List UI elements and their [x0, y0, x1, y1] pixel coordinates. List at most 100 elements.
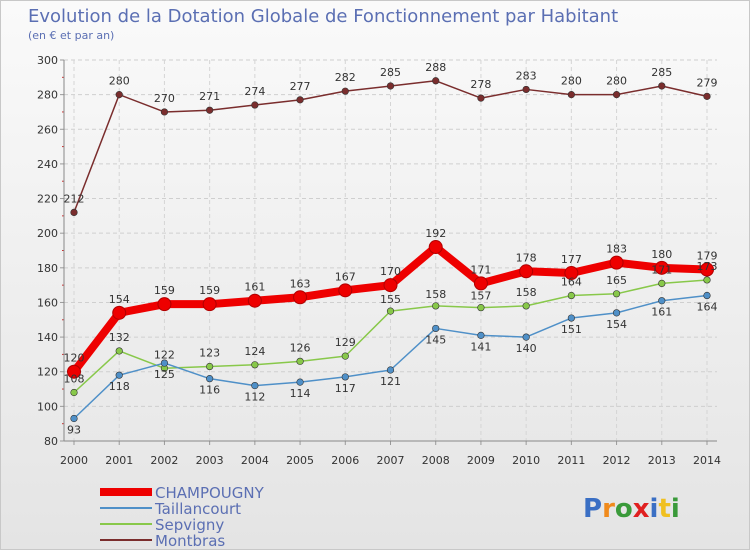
chart-subtitle: (en € et par an) — [28, 29, 114, 42]
data-point-montbras — [612, 91, 621, 99]
data-point-sepvigny — [296, 357, 304, 365]
data-label-champougny: 159 — [199, 284, 220, 297]
data-point-montbras — [477, 94, 485, 102]
data-point-taillancourt — [567, 314, 575, 322]
data-point-sepvigny — [341, 352, 349, 360]
data-label-champougny: 167 — [335, 270, 356, 283]
data-label-sepvigny: 173 — [697, 260, 718, 273]
y-tick-label: 80 — [44, 435, 58, 448]
data-label-montbras: 285 — [651, 66, 672, 79]
legend: CHAMPOUGNY Taillancourt Sepvigny Montbra… — [100, 484, 265, 550]
brand-letter: r — [602, 494, 615, 524]
x-tick-label: 2001 — [105, 454, 133, 467]
data-label-sepvigny: 132 — [109, 331, 130, 344]
data-point-montbras — [160, 108, 169, 116]
series-layer — [67, 77, 714, 423]
data-label-montbras: 277 — [290, 80, 311, 93]
data-point-champougny — [67, 364, 81, 379]
data-point-sepvigny — [658, 279, 666, 288]
data-point-champougny — [609, 255, 624, 270]
y-tick-label: 240 — [37, 158, 58, 171]
data-label-sepvigny: 129 — [335, 336, 356, 349]
data-label-champougny: 170 — [380, 265, 401, 278]
y-tick-label: 220 — [37, 193, 58, 206]
data-point-taillancourt — [612, 309, 621, 317]
data-point-champougny — [247, 293, 262, 308]
data-point-montbras — [386, 82, 395, 90]
data-label-champougny: 192 — [425, 227, 446, 240]
data-point-champougny — [293, 290, 308, 305]
data-label-layer: 212 280 270 271 274 277 282 285 288 278 283 280 280 2… — [64, 61, 718, 437]
data-label-taillancourt: 151 — [561, 323, 582, 336]
data-label-champougny: 183 — [606, 243, 627, 256]
legend-label-montbras: Montbras — [155, 532, 225, 550]
data-point-taillancourt — [341, 373, 349, 381]
data-point-sepvigny — [70, 388, 78, 397]
data-label-montbras: 270 — [154, 92, 175, 105]
data-label-montbras: 271 — [199, 90, 220, 103]
data-label-montbras: 278 — [470, 78, 491, 91]
data-point-montbras — [296, 96, 304, 104]
x-tick-label: 2010 — [512, 454, 540, 467]
data-point-montbras — [658, 82, 666, 90]
data-label-sepvigny: 122 — [154, 348, 175, 361]
y-tick-label: 200 — [37, 227, 58, 240]
data-label-montbras: 285 — [380, 66, 401, 79]
y-tick-label: 300 — [37, 54, 58, 67]
x-tick-label: 2005 — [286, 454, 314, 467]
data-point-sepvigny — [206, 362, 214, 371]
x-tick-label: 2006 — [331, 454, 359, 467]
data-point-taillancourt — [160, 359, 169, 367]
brand-letter: i — [650, 494, 659, 524]
data-label-champougny: 120 — [64, 352, 85, 365]
data-label-montbras: 283 — [516, 69, 537, 82]
brand-letter: P — [583, 494, 602, 524]
data-label-taillancourt: 114 — [290, 387, 311, 400]
legend-label-sepvigny: Sepvigny — [155, 516, 224, 534]
data-label-montbras: 282 — [335, 71, 356, 84]
data-point-champougny — [700, 262, 714, 277]
legend-label-taillancourt: Taillancourt — [154, 500, 241, 518]
data-label-champougny: 178 — [516, 251, 537, 264]
data-label-taillancourt: 118 — [109, 380, 130, 393]
legend-label-champougny: CHAMPOUGNY — [155, 484, 265, 502]
x-tick-label: 2000 — [60, 454, 88, 467]
data-point-taillancourt — [386, 366, 395, 374]
y-tick-label: 280 — [37, 89, 58, 102]
data-point-montbras — [522, 85, 530, 94]
axis-layer: 80 100 120 140 160 180 200 220 240 260 280 300 2000 2… — [37, 54, 721, 467]
data-point-taillancourt — [115, 371, 123, 379]
data-point-montbras — [115, 91, 123, 99]
data-point-montbras — [567, 91, 575, 99]
data-point-montbras — [432, 77, 440, 85]
data-label-taillancourt: 164 — [697, 301, 718, 314]
data-label-taillancourt: 161 — [651, 306, 672, 319]
data-label-champougny: 154 — [109, 293, 130, 306]
data-point-champougny — [519, 264, 534, 279]
data-label-taillancourt: 154 — [606, 318, 627, 331]
brand-letter: t — [658, 494, 670, 524]
data-point-taillancourt — [658, 297, 666, 305]
svg-text:Proxiti: Proxiti — [583, 494, 680, 524]
data-point-sepvigny — [432, 302, 440, 310]
data-point-champougny — [157, 297, 172, 312]
data-point-sepvigny — [115, 347, 123, 355]
data-label-sepvigny: 164 — [561, 276, 582, 289]
data-point-champougny — [564, 266, 579, 281]
x-tick-label: 2012 — [603, 454, 631, 467]
x-tick-label: 2008 — [422, 454, 450, 467]
y-tick-label: 120 — [37, 366, 58, 379]
data-label-sepvigny: 108 — [64, 373, 85, 386]
data-label-champougny: 177 — [561, 253, 582, 266]
y-tick-label: 180 — [37, 262, 58, 275]
data-label-montbras: 274 — [244, 85, 265, 98]
data-point-montbras — [341, 87, 349, 95]
data-label-taillancourt: 125 — [154, 368, 175, 381]
x-tick-label: 2014 — [693, 454, 721, 467]
data-label-sepvigny: 123 — [199, 347, 220, 360]
data-point-sepvigny — [522, 302, 530, 310]
x-tick-label: 2004 — [241, 454, 269, 467]
data-point-montbras — [70, 208, 78, 216]
